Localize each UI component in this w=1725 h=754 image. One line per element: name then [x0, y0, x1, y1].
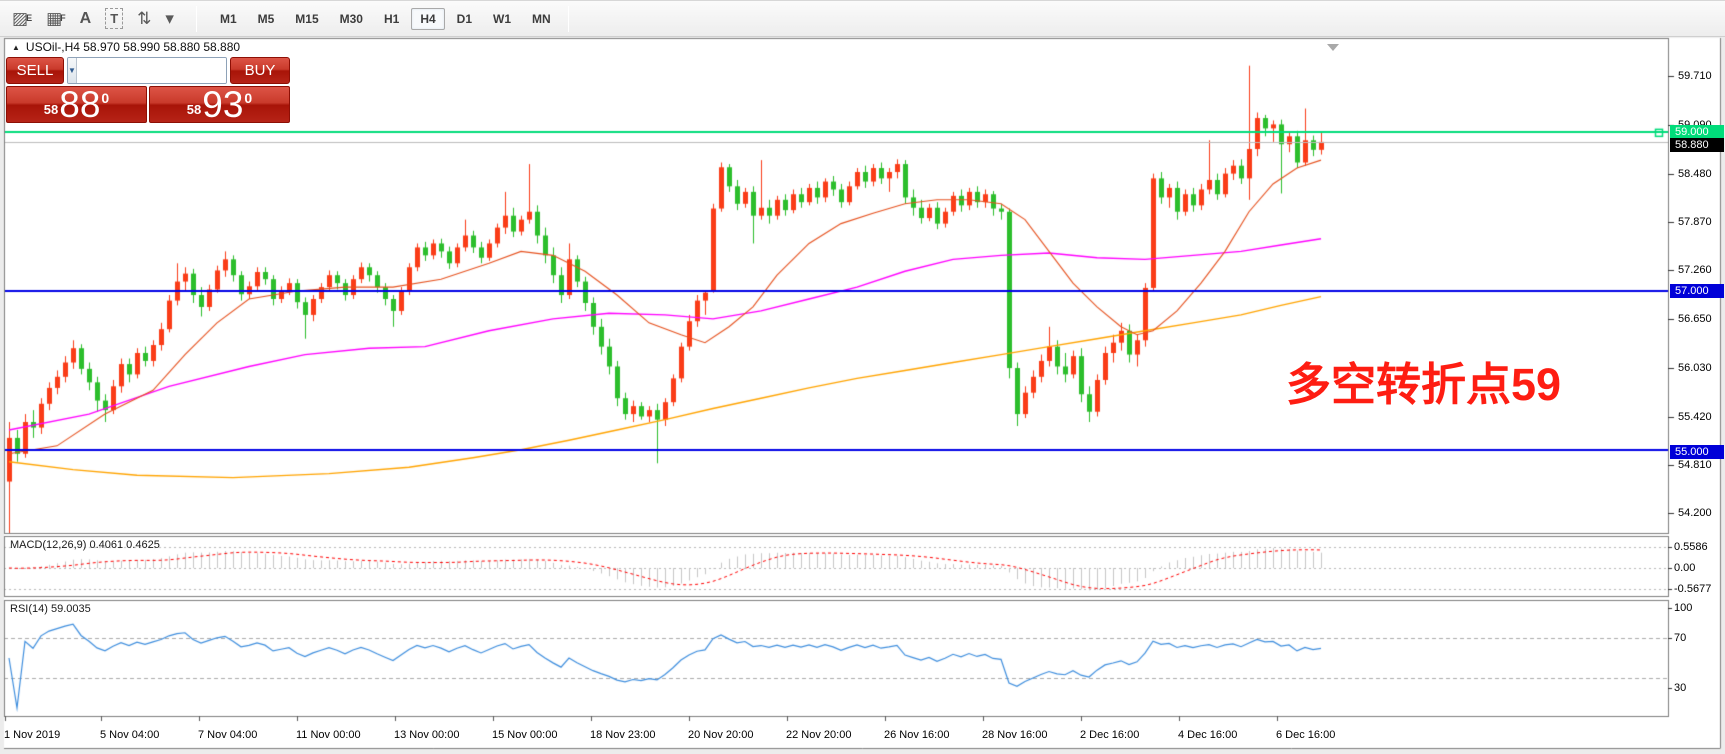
time-axis-label: 2 Dec 16:00 [1080, 729, 1140, 741]
time-axis-label: 28 Nov 16:00 [982, 729, 1048, 741]
sell-button[interactable]: SELL [6, 57, 64, 84]
one-click-trading-panel: SELL ▼ ▲ BUY 58 88 0 58 93 0 [6, 57, 290, 123]
top-toolbar: ▨ E ▦ F A T ⇅ ▾ M1 M5 M15 M30 H1 H4 D1 W1 MN [0, 0, 1725, 37]
ask-price-small: 58 [186, 102, 202, 117]
toolbar-separator [567, 5, 569, 32]
bid-price-small: 58 [43, 102, 59, 117]
price-axis-tick: 58.480 [1678, 168, 1712, 180]
rsi-axis-tick: 100 [1674, 602, 1693, 614]
time-axis-label: 15 Nov 00:00 [492, 729, 558, 741]
tf-button-h4[interactable]: H4 [411, 7, 445, 30]
macd-axis-tick: 0.5586 [1674, 541, 1708, 553]
bid-price-big: 88 [59, 83, 101, 125]
tf-button-m30[interactable]: M30 [339, 11, 363, 26]
grid-icon[interactable]: ▦ F [46, 9, 66, 28]
one-click-toggle-icon[interactable]: ▲ [12, 42, 20, 52]
ask-price-sup: 0 [244, 89, 253, 106]
time-axis-label: 22 Nov 20:00 [786, 729, 852, 741]
time-axis-label: 5 Nov 04:00 [100, 729, 160, 741]
volume-input[interactable] [76, 58, 226, 83]
tf-button-d1[interactable]: D1 [456, 11, 473, 26]
time-axis-label: 7 Nov 04:00 [198, 729, 258, 741]
ask-price-big: 93 [202, 83, 244, 125]
indicators-icon-sub: E [26, 13, 33, 23]
tf-button-mn[interactable]: MN [532, 11, 551, 26]
price-axis-tick: 54.200 [1678, 507, 1712, 519]
toolbar-separator [195, 5, 197, 32]
price-level-badge-59: 59.000 [1670, 125, 1724, 139]
macd-axis-tick: -0.5677 [1674, 583, 1712, 595]
bid-price-sup: 0 [101, 89, 110, 106]
time-axis-label: 26 Nov 16:00 [884, 729, 950, 741]
price-axis-tick: 56.030 [1678, 362, 1712, 374]
price-axis-tick: 54.810 [1678, 459, 1712, 471]
chart-text-annotation: 多空转折点59 [1286, 359, 1562, 410]
time-axis-label: 20 Nov 20:00 [688, 729, 754, 741]
time-axis-label: 11 Nov 00:00 [296, 729, 361, 741]
rsi-indicator-label: RSI(14) 59.0035 [10, 603, 91, 615]
price-axis-tick: 55.420 [1678, 411, 1712, 423]
time-axis-label: 6 Dec 16:00 [1276, 729, 1336, 741]
dropdown-caret-icon[interactable]: ▾ [165, 9, 174, 28]
timeframe-button-group: M1 M5 M15 M30 H1 H4 D1 W1 MN [205, 7, 560, 30]
volume-stepper: ▼ ▲ [67, 57, 227, 84]
ask-price-display[interactable]: 58 93 0 [149, 86, 290, 123]
toolbar-icon-group: ▨ E ▦ F A T ⇅ ▾ [0, 8, 188, 29]
time-axis-label: 1 Nov 2019 [4, 729, 61, 741]
arrange-icon[interactable]: ⇅ [137, 9, 152, 28]
macd-axis-tick: 0.00 [1674, 562, 1696, 574]
chart-shift-marker-icon[interactable] [1327, 44, 1339, 51]
indicators-icon[interactable]: ▨ E [12, 9, 33, 28]
price-axis-tick: 57.260 [1678, 264, 1712, 276]
symbol-ohlc-text: USOil-,H4 58.970 58.990 58.880 58.880 [25, 40, 241, 54]
price-axis-tick: 59.710 [1678, 70, 1712, 82]
symbol-header: ▲ USOil-,H4 58.970 58.990 58.880 58.880 [12, 40, 240, 54]
grid-icon-sub: F [60, 13, 66, 23]
tf-button-w1[interactable]: W1 [493, 11, 512, 26]
volume-decrease-icon[interactable]: ▼ [68, 58, 77, 83]
tf-button-h1[interactable]: H1 [383, 11, 400, 26]
current-bid-badge: 58.880 [1670, 138, 1724, 152]
buy-button[interactable]: BUY [230, 57, 290, 84]
price-level-badge-55: 55.000 [1670, 445, 1724, 459]
price-axis-tick: 57.870 [1678, 216, 1712, 228]
text-box-icon[interactable]: T [105, 8, 124, 29]
price-axis-tick: 56.650 [1678, 313, 1712, 325]
rsi-axis-tick: 70 [1674, 632, 1687, 644]
macd-indicator-label: MACD(12,26,9) 0.4061 0.4625 [10, 539, 160, 551]
time-axis-label: 13 Nov 00:00 [394, 729, 460, 741]
tf-button-m5[interactable]: M5 [257, 11, 275, 26]
bid-price-display[interactable]: 58 88 0 [6, 86, 147, 123]
price-level-badge-57: 57.000 [1670, 284, 1724, 298]
time-axis-label: 18 Nov 23:00 [590, 729, 656, 741]
tf-button-m15[interactable]: M15 [295, 11, 319, 26]
tf-button-m1[interactable]: M1 [219, 11, 237, 26]
rsi-axis-tick: 30 [1674, 682, 1687, 694]
text-label-icon[interactable]: A [79, 10, 92, 27]
time-axis-label: 4 Dec 16:00 [1178, 729, 1238, 741]
